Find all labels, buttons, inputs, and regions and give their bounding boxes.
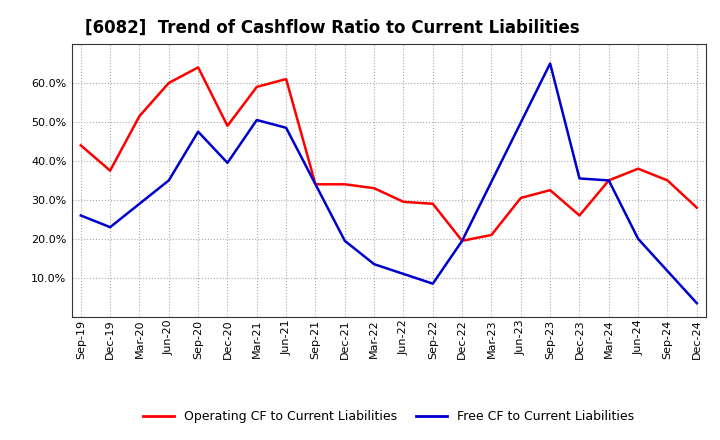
- Text: [6082]  Trend of Cashflow Ratio to Current Liabilities: [6082] Trend of Cashflow Ratio to Curren…: [85, 19, 580, 37]
- Legend: Operating CF to Current Liabilities, Free CF to Current Liabilities: Operating CF to Current Liabilities, Fre…: [138, 405, 639, 428]
